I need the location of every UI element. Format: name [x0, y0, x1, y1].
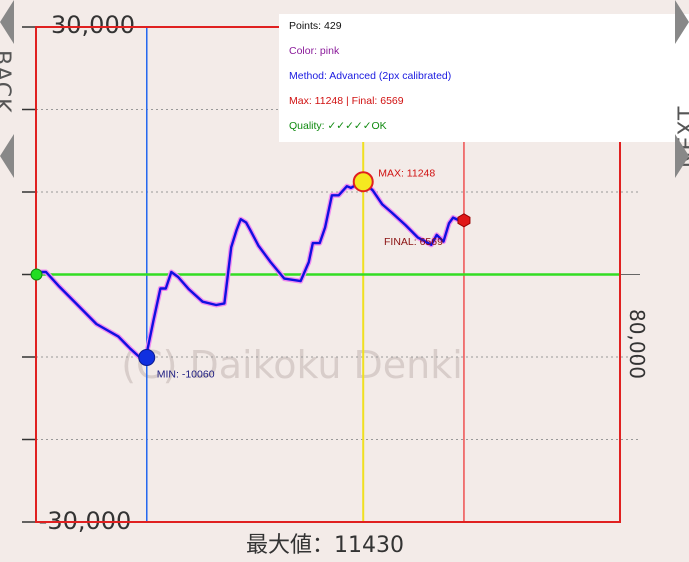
next-arrow-icon[interactable] [675, 0, 689, 44]
back-nav[interactable]: BACK [0, 0, 14, 180]
info-max-final: Max: 11248 | Final: 6569 [289, 95, 404, 107]
watermark: (C) Daikoku Denki [121, 343, 463, 387]
final-annotation: FINAL: 6569 [384, 236, 443, 248]
min-marker [138, 348, 156, 366]
back-label[interactable]: BACK [0, 50, 14, 114]
back-arrow-icon[interactable] [0, 0, 14, 44]
info-panel: Points: 429 Color: pink Method: Advanced… [279, 14, 689, 142]
series-line [35, 180, 466, 359]
y-tick-label-right: 80,000 [625, 309, 649, 379]
chart-footer: 最大値：11430 [246, 533, 404, 558]
max-annotation: MAX: 11248 [378, 168, 435, 180]
info-quality: Quality: ✓✓✓✓✓OK [289, 120, 387, 132]
next-nav[interactable]: NEXT [675, 0, 689, 180]
info-points: Points: 429 [289, 20, 342, 32]
start-marker [30, 268, 43, 281]
next-arrow-icon-lower[interactable] [675, 134, 689, 178]
y-tick-label-top: 30,000 [51, 11, 135, 39]
final-marker [457, 213, 471, 228]
info-color: Color: pink [289, 45, 340, 57]
back-arrow-icon-lower[interactable] [0, 134, 14, 178]
series-line-halo [34, 179, 467, 360]
max-marker [352, 171, 374, 193]
info-method: Method: Advanced (2px calibrated) [289, 70, 452, 82]
min-annotation: MIN: -10060 [157, 368, 215, 380]
